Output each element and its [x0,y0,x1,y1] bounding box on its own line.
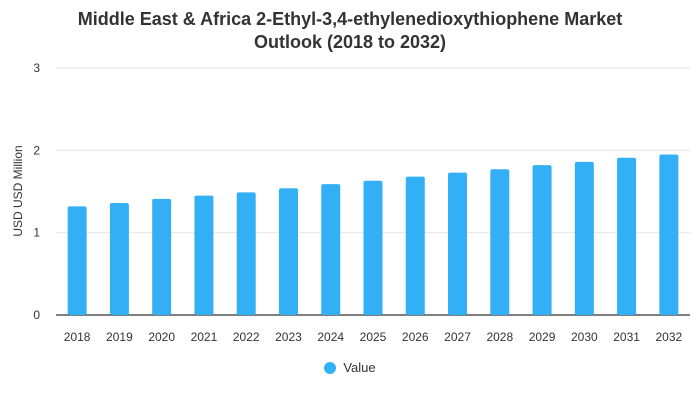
x-tick-label: 2018 [64,330,91,344]
y-tick-label: 3 [33,61,40,75]
bar-2026[interactable] [405,176,425,315]
x-tick-label: 2019 [106,330,133,344]
bar-2023[interactable] [278,188,298,315]
bar-2021[interactable] [194,195,214,315]
bar-2022[interactable] [236,192,256,315]
x-axis-ticks: 2018 2019 2020 2021 2022 2023 2024 2025 2026 2027… [64,330,683,344]
bar-2029[interactable] [532,165,552,315]
x-tick-label: 2020 [148,330,175,344]
x-tick-label: 2026 [402,330,429,344]
chart-title: Middle East & Africa 2-Ethyl-3,4-ethylen… [0,8,700,54]
bar-2031[interactable] [617,157,637,315]
bar-2025[interactable] [363,180,383,315]
x-tick-label: 2022 [233,330,260,344]
bar-2019[interactable] [109,203,129,315]
bar-2032[interactable] [659,154,679,315]
x-tick-label: 2021 [191,330,218,344]
x-tick-label: 2029 [529,330,556,344]
bar-2018[interactable] [67,206,87,315]
bar-2020[interactable] [152,198,172,315]
x-tick-label: 2023 [275,330,302,344]
bar-2027[interactable] [448,172,468,315]
y-tick-label: 2 [33,143,40,157]
y-tick-label: 0 [33,308,40,322]
bars [67,154,679,315]
bar-2028[interactable] [490,169,510,315]
bar-2024[interactable] [321,184,341,315]
y-axis-ticks: 0 1 2 3 [33,61,40,322]
legend-item-value[interactable]: Value [324,360,376,375]
x-tick-label: 2024 [317,330,344,344]
x-tick-label: 2031 [613,330,640,344]
legend-swatch-icon [324,361,337,374]
x-tick-label: 2030 [571,330,598,344]
legend: Value [0,360,700,375]
x-tick-label: 2032 [656,330,683,344]
chart-title-line-2: Outlook (2018 to 2032) [253,32,447,52]
legend-label: Value [343,360,376,375]
x-tick-label: 2025 [360,330,387,344]
y-tick-label: 1 [33,226,40,240]
chart-title-line-1: Middle East & Africa 2-Ethyl-3,4-ethylen… [77,9,623,29]
x-tick-label: 2027 [444,330,471,344]
x-tick-label: 2028 [486,330,513,344]
bar-2030[interactable] [574,161,594,315]
y-axis-label: USD USD Million [11,145,25,236]
